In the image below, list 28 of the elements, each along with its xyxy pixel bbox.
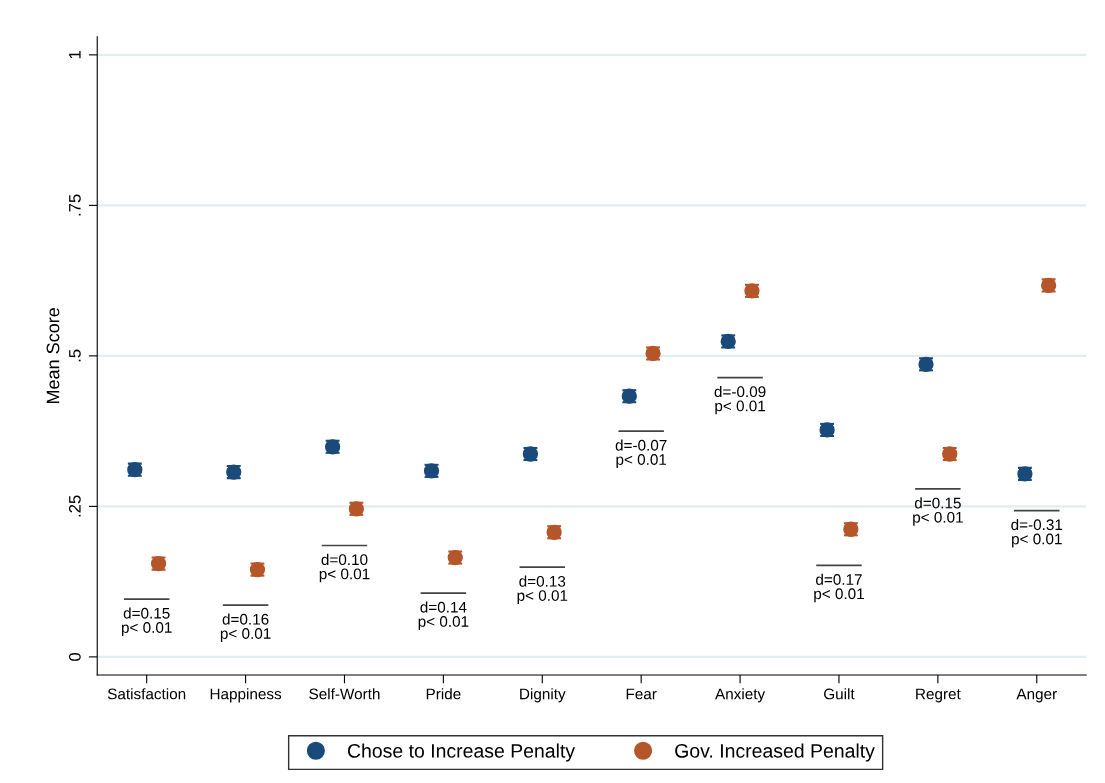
x-tick-label: Self-Worth: [309, 688, 380, 700]
x-tick-label: Anxiety: [715, 688, 766, 703]
annotation: d=0.16 p< 0.01: [220, 613, 271, 642]
annotation: d=0.15 p< 0.01: [913, 497, 963, 526]
annotation: d=0.15 p< 0.01: [121, 607, 172, 636]
annotation: d=-0.09 p< 0.01: [714, 385, 766, 415]
annotation: d=0.13 p< 0.01: [517, 575, 568, 604]
x-tick-label: Anger: [1016, 688, 1057, 703]
annotation: d=-0.07 p< 0.01: [615, 439, 667, 468]
y-tick-label: .75: [69, 194, 81, 216]
x-tick-label: Dignity: [520, 688, 566, 703]
x-tick-label: Fear: [626, 688, 657, 700]
y-tick-label: 0: [68, 652, 81, 661]
annotation: d=0.10 p< 0.01: [319, 553, 370, 583]
annotation: d=0.14 p< 0.01: [418, 601, 469, 630]
annotation: d=-0.31 p< 0.01: [1011, 518, 1063, 548]
x-tick-label: Regret: [916, 688, 961, 703]
x-tick-label: Pride: [426, 688, 461, 700]
x-tick-label: Guilt: [824, 688, 855, 700]
legend-label: Gov. Increased Penalty: [675, 743, 875, 762]
x-tick-label: Happiness: [210, 688, 282, 703]
y-tick-label: .25: [68, 495, 81, 517]
legend-label: Chose to Increase Penalty: [347, 743, 576, 762]
annotation: d=0.17 p< 0.01: [814, 573, 864, 603]
x-tick-label: Satisfaction: [107, 688, 186, 700]
y-axis-title: Mean Score: [46, 308, 60, 404]
y-tick-label: .5: [69, 349, 81, 362]
y-tick-label: 1: [69, 51, 81, 59]
